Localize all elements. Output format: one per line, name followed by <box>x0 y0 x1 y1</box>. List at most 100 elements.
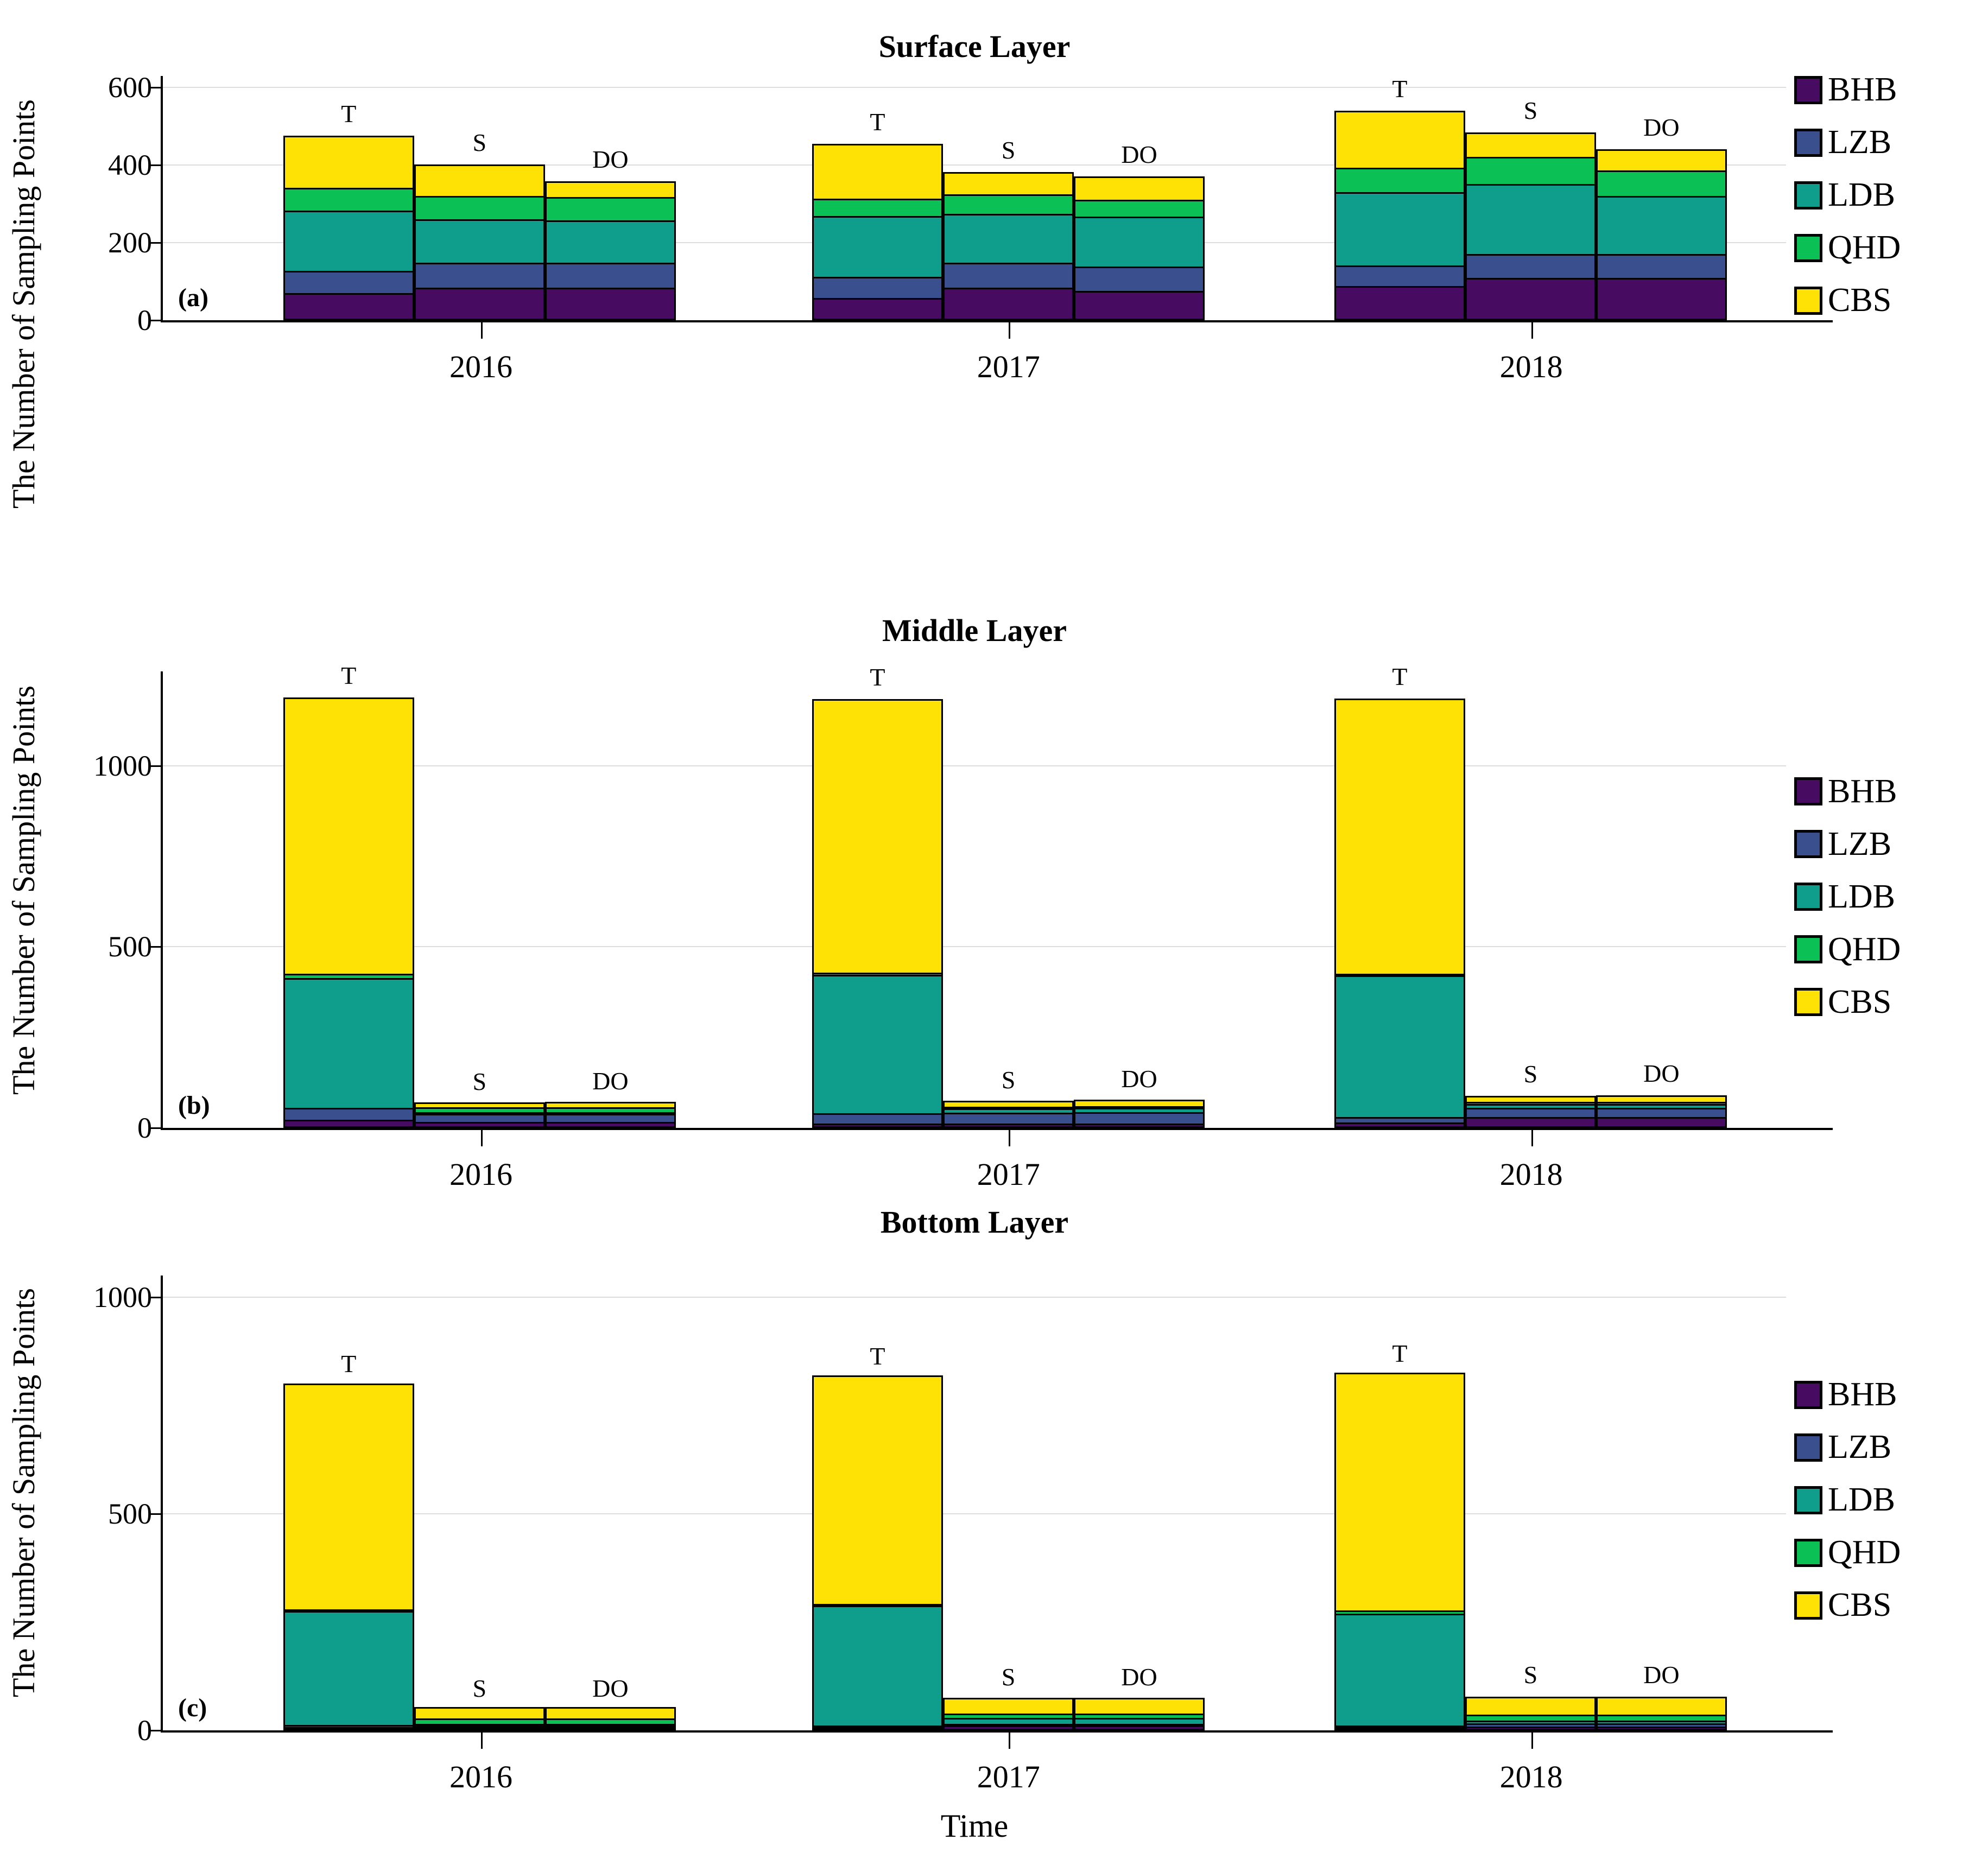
y-tick-mark-0 <box>149 1127 161 1129</box>
x-tick-label-2018: 2018 <box>1499 1759 1563 1794</box>
legend-label-cbs: CBS <box>1828 1587 1892 1623</box>
x-tick-label-2017: 2017 <box>977 1157 1040 1192</box>
bar-label-2017-t: T <box>870 1342 885 1371</box>
segment-ldb-2018-t <box>1334 1614 1465 1725</box>
bar-label-2016-t: T <box>341 1349 357 1378</box>
x-tick-label-2016: 2016 <box>449 1759 513 1794</box>
bar-label-2018-do: DO <box>1643 113 1680 141</box>
segment-qhd-2018-do <box>1596 170 1727 196</box>
segment-lzb-2016-s <box>414 1725 545 1727</box>
segment-lzb-2018-do <box>1596 1107 1727 1117</box>
legend-label-bhb: BHB <box>1828 1376 1897 1413</box>
bar-label-2016-do: DO <box>592 1067 629 1095</box>
bar-label-2017-s: S <box>1001 1663 1016 1691</box>
bar-2018-t <box>1334 698 1465 1128</box>
segment-cbs-2016-s <box>414 1102 545 1107</box>
y-tick-label-0: 0 <box>137 1714 152 1747</box>
bar-2017-do <box>1073 1698 1205 1730</box>
bar-2018-do <box>1596 149 1727 320</box>
bar-label-2016-s: S <box>472 1067 487 1095</box>
legend-label-qhd: QHD <box>1828 930 1901 968</box>
y-axis-label-middle: The Number of Sampling Points <box>6 686 41 1095</box>
x-tick-mark-2018 <box>1531 322 1533 339</box>
legend-item-qhd: QHD <box>1794 229 1984 267</box>
segment-ldb-2016-s <box>414 1724 545 1725</box>
segment-lzb-2017-do <box>1073 1724 1205 1726</box>
legend-swatch-bhb <box>1794 1380 1822 1409</box>
bar-label-2016-t: T <box>341 100 357 128</box>
segment-ldb-2018-do <box>1596 1103 1727 1108</box>
segment-cbs-2018-t <box>1334 110 1465 168</box>
gridline-500 <box>163 946 1786 948</box>
segment-qhd-2016-t <box>283 973 414 979</box>
segment-cbs-2018-s <box>1465 132 1596 157</box>
segment-ldb-2017-t <box>812 1605 943 1725</box>
segment-qhd-2016-do <box>545 1718 676 1724</box>
segment-cbs-2017-s <box>942 172 1074 194</box>
y-tick-mark-400 <box>149 164 161 167</box>
x-tick-label-2017: 2017 <box>977 349 1040 384</box>
segment-ldb-2017-do <box>1073 1718 1205 1724</box>
panel-letter-a: (a) <box>178 283 208 312</box>
bar-2017-do <box>1073 176 1205 320</box>
segment-ldb-2017-s <box>942 1108 1074 1113</box>
y-tick-mark-1000 <box>149 765 161 767</box>
bar-label-2017-do: DO <box>1121 1663 1157 1691</box>
x-tick-label-2016: 2016 <box>449 1157 513 1192</box>
bar-2018-s <box>1465 1095 1596 1128</box>
bar-2016-s <box>414 1706 545 1730</box>
x-axis-line <box>161 320 1833 322</box>
y-tick-mark-0 <box>149 320 161 321</box>
segment-cbs-2018-do <box>1596 1696 1727 1715</box>
segment-cbs-2018-s <box>1465 1095 1596 1102</box>
segment-lzb-2018-t <box>1334 265 1465 287</box>
legend-item-cbs: CBS <box>1794 1586 1984 1625</box>
panel-letter-b: (b) <box>178 1091 210 1120</box>
segment-bhb-2018-do <box>1596 278 1727 320</box>
legend-item-cbs: CBS <box>1794 983 1984 1022</box>
segment-bhb-2018-do <box>1596 1726 1727 1730</box>
bar-label-2018-s: S <box>1523 97 1538 125</box>
segment-ldb-2018-s <box>1465 1103 1596 1108</box>
bar-2016-s <box>414 1102 545 1128</box>
segment-qhd-2017-do <box>1073 199 1205 217</box>
segment-cbs-2016-s <box>414 1706 545 1719</box>
segment-cbs-2016-do <box>545 181 676 197</box>
segment-lzb-2016-t <box>283 1107 414 1120</box>
legend-item-lzb: LZB <box>1794 825 1984 864</box>
x-tick-mark-2016 <box>481 1130 483 1146</box>
x-tick-mark-2016 <box>481 322 483 339</box>
segment-bhb-2016-do <box>545 288 676 320</box>
y-tick-label-0: 0 <box>137 1112 152 1144</box>
segment-lzb-2018-s <box>1465 253 1596 278</box>
panel-letter-c: (c) <box>178 1693 207 1722</box>
segment-lzb-2016-s <box>414 1113 545 1122</box>
legend-label-lzb: LZB <box>1828 1429 1892 1465</box>
segment-qhd-2016-do <box>545 1107 676 1112</box>
bar-2017-do <box>1073 1100 1205 1128</box>
segment-cbs-2018-do <box>1596 1095 1727 1102</box>
segment-qhd-2018-s <box>1465 1715 1596 1721</box>
segment-ldb-2017-do <box>1073 1107 1205 1112</box>
bar-label-2018-s: S <box>1523 1660 1538 1689</box>
segment-qhd-2017-t <box>812 1603 943 1606</box>
segment-qhd-2016-do <box>545 196 676 221</box>
legend-item-bhb: BHB <box>1794 772 1984 811</box>
segment-qhd-2018-do <box>1596 1101 1727 1104</box>
segment-bhb-2018-s <box>1465 1726 1596 1730</box>
x-axis-line <box>161 1730 1833 1733</box>
y-axis-line <box>161 1276 163 1730</box>
segment-cbs-2017-s <box>942 1101 1074 1107</box>
bar-2018-t <box>1334 110 1465 320</box>
segment-ldb-2018-t <box>1334 192 1465 266</box>
legend-label-lzb: LZB <box>1828 124 1892 161</box>
x-tick-label-2017: 2017 <box>977 1759 1040 1794</box>
y-tick-mark-500 <box>149 946 161 948</box>
segment-lzb-2018-do <box>1596 253 1727 278</box>
y-tick-label-0: 0 <box>137 304 152 337</box>
segment-cbs-2017-s <box>942 1698 1074 1714</box>
x-tick-label-2018: 2018 <box>1499 349 1563 384</box>
segment-cbs-2016-t <box>283 136 414 188</box>
segment-bhb-2017-s <box>942 288 1074 320</box>
legend-swatch-cbs <box>1794 988 1822 1016</box>
